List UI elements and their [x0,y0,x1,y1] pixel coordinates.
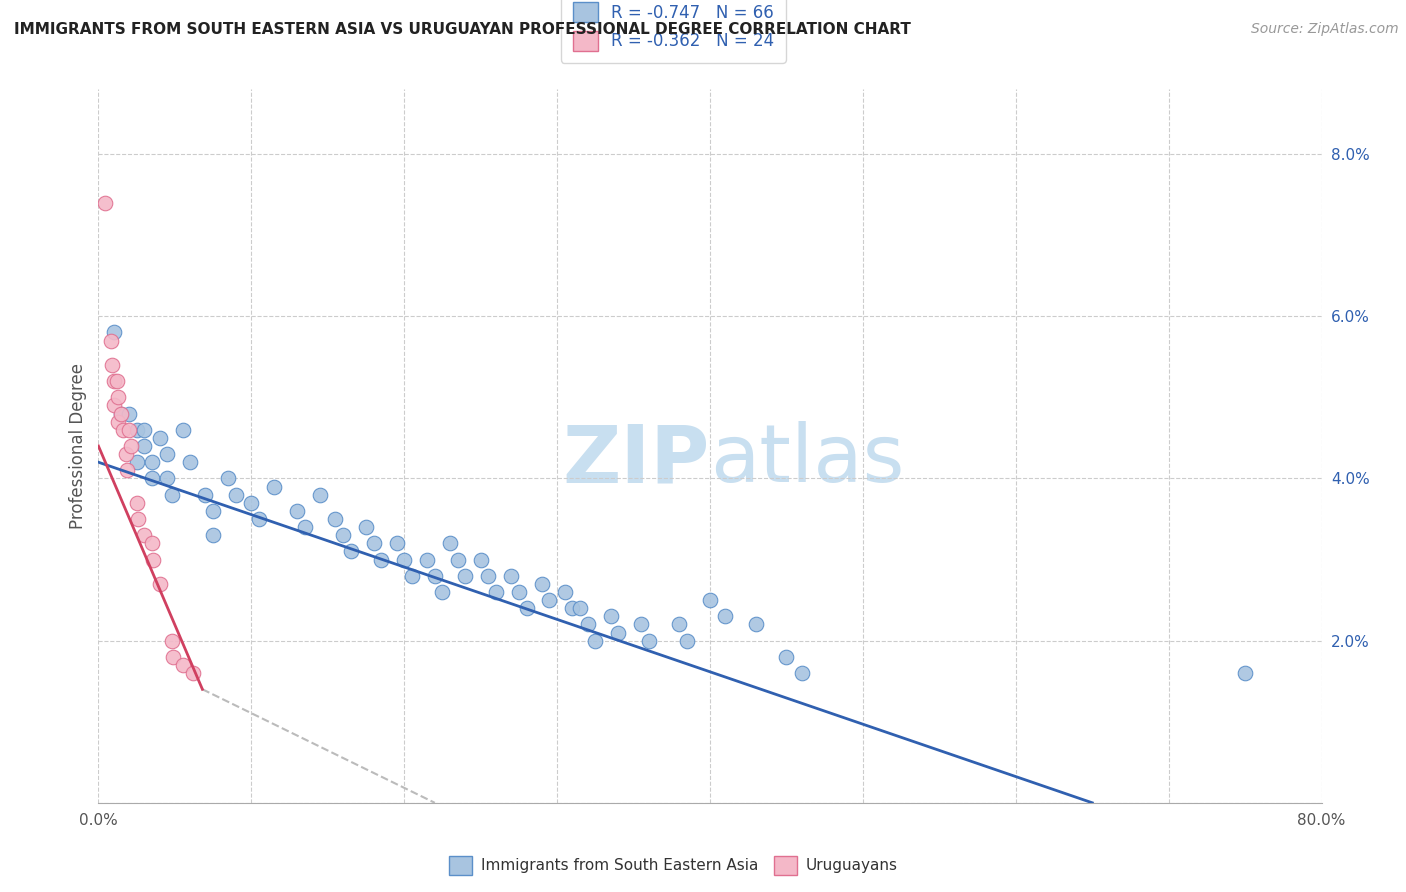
Point [392,552,416,566]
Point [370,552,392,566]
Point [508,585,530,599]
Point [432,585,454,599]
Point [100,334,122,348]
Point [225,488,247,502]
Point [134,439,156,453]
Point [363,536,385,550]
Point [120,439,142,453]
Point [561,601,583,615]
Point [516,601,538,615]
Point [141,471,163,485]
Point [103,399,125,413]
Point [149,577,172,591]
Point [477,568,499,582]
Point [775,649,797,664]
Point [125,423,148,437]
Point [142,552,165,566]
Point [285,504,308,518]
Text: IMMIGRANTS FROM SOUTH EASTERN ASIA VS URUGUAYAN PROFESSIONAL DEGREE CORRELATION : IMMIGRANTS FROM SOUTH EASTERN ASIA VS UR… [14,22,911,37]
Point [699,593,721,607]
Point [247,512,270,526]
Point [745,617,768,632]
Point [125,496,148,510]
Point [117,463,139,477]
Text: ZIP: ZIP [562,421,710,500]
Point [107,390,129,404]
Point [118,407,141,421]
Point [554,585,576,599]
Point [309,488,332,502]
Point [263,479,285,493]
Point [202,528,225,542]
Point [103,374,125,388]
Point [569,601,592,615]
Point [134,423,156,437]
Text: atlas: atlas [710,421,904,500]
Point [485,585,508,599]
Point [172,423,194,437]
Point [385,536,408,550]
Point [470,552,492,566]
Point [134,528,156,542]
Point [141,455,163,469]
Point [423,568,446,582]
Point [105,374,128,388]
Point [599,609,621,624]
Point [172,657,194,672]
Point [217,471,239,485]
Point [454,568,477,582]
Point [447,552,470,566]
Point [576,617,599,632]
Point [156,471,179,485]
Point [332,528,354,542]
Point [101,358,124,372]
Point [110,407,132,421]
Point [160,633,183,648]
Point [162,649,184,664]
Point [439,536,461,550]
Point [149,431,172,445]
Point [141,536,163,550]
Point [194,488,217,502]
Point [630,617,652,632]
Point [790,666,813,681]
Point [714,609,737,624]
Point [325,512,347,526]
Legend: Immigrants from South Eastern Asia, Uruguayans: Immigrants from South Eastern Asia, Urug… [443,850,904,880]
Y-axis label: Professional Degree: Professional Degree [69,363,87,529]
Point [202,504,225,518]
Point [501,568,523,582]
Point [125,455,148,469]
Point [111,423,134,437]
Point [103,326,125,340]
Point [607,625,630,640]
Point [530,577,553,591]
Text: Source: ZipAtlas.com: Source: ZipAtlas.com [1251,22,1399,37]
Point [115,447,138,461]
Point [676,633,699,648]
Point [118,423,141,437]
Point [416,552,439,566]
Point [339,544,361,558]
Point [401,568,423,582]
Point [181,666,204,681]
Point [160,488,183,502]
Point [156,447,179,461]
Point [668,617,690,632]
Point [240,496,263,510]
Point [179,455,201,469]
Point [107,415,129,429]
Point [583,633,606,648]
Point [93,195,115,210]
Point [538,593,561,607]
Point [127,512,149,526]
Point [110,407,132,421]
Point [294,520,316,534]
Point [354,520,377,534]
Point [1234,666,1257,681]
Point [637,633,661,648]
